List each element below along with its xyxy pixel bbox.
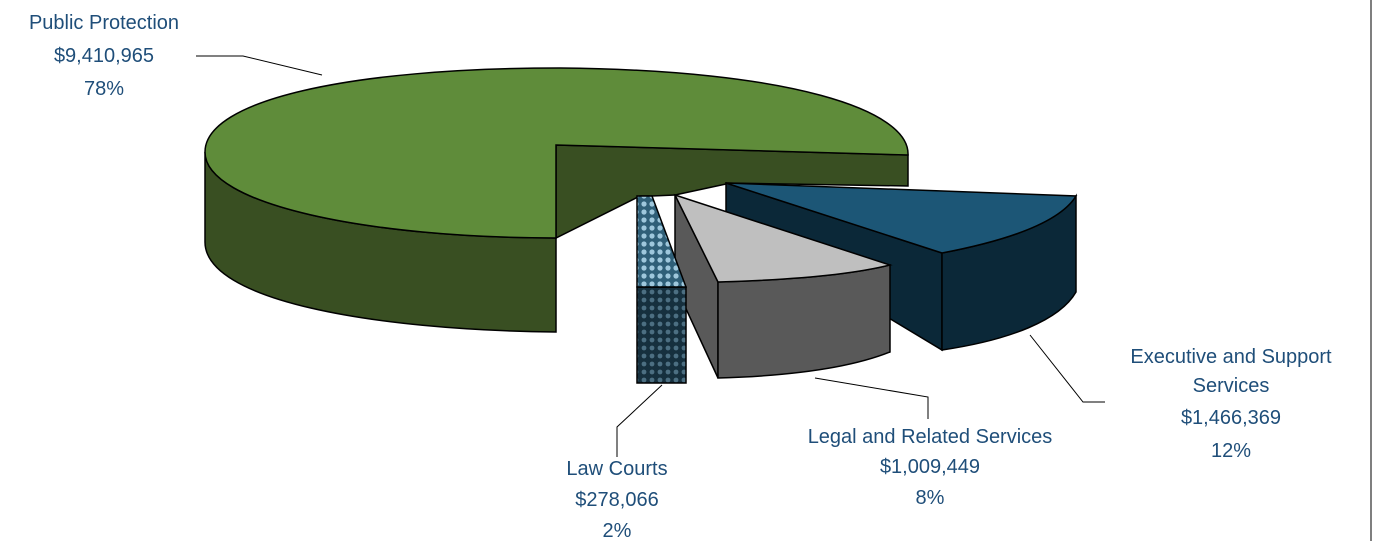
label-executive-name-line2: Services bbox=[1193, 375, 1270, 397]
label-law-courts-name: Law Courts bbox=[566, 458, 667, 480]
chart-frame-border bbox=[1370, 0, 1372, 541]
label-public-protection-value: $9,410,965 bbox=[54, 45, 154, 67]
label-legal-percent: 8% bbox=[916, 487, 945, 509]
slice-top-legal bbox=[673, 193, 893, 283]
label-public-protection-percent: 78% bbox=[84, 78, 124, 100]
label-legal-value: $1,009,449 bbox=[880, 456, 980, 478]
label-public-protection-name: Public Protection bbox=[29, 12, 179, 34]
slice-side-law-courts bbox=[636, 286, 687, 384]
leader-line-executive bbox=[1029, 334, 1105, 403]
label-executive-value: $1,466,369 bbox=[1181, 407, 1281, 429]
label-law-courts-percent: 2% bbox=[603, 520, 632, 541]
slice-front-legal bbox=[717, 264, 891, 379]
leader-line-law-courts bbox=[616, 384, 663, 457]
label-law-courts-value: $278,066 bbox=[575, 489, 658, 511]
label-executive-percent: 12% bbox=[1211, 440, 1251, 462]
slice-top-public-protection bbox=[204, 67, 909, 239]
slice-top-law-courts bbox=[636, 195, 688, 288]
label-legal-name: Legal and Related Services bbox=[808, 426, 1053, 448]
leader-line-legal bbox=[814, 377, 929, 419]
label-executive-name-line1: Executive and Support bbox=[1130, 346, 1332, 368]
leader-line-public-protection bbox=[196, 55, 323, 76]
slice-top-executive bbox=[725, 182, 1078, 254]
slice-inner-wall-public-protection bbox=[555, 144, 909, 240]
